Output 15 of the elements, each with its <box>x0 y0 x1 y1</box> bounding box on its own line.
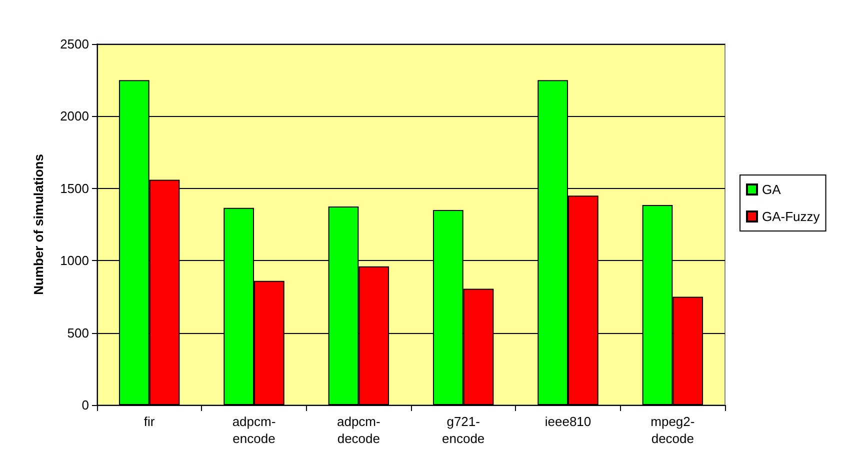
x-tick-label: adpcm-decode <box>336 414 380 446</box>
y-tick-label: 500 <box>67 325 89 340</box>
x-tick-label: ieee810 <box>544 414 592 429</box>
y-tick-label: 2000 <box>60 108 89 124</box>
legend-label: GA-Fuzzy <box>762 209 820 224</box>
y-tick-label: 1500 <box>60 180 89 196</box>
y-tick-label: 0 <box>82 398 89 412</box>
x-tick-label: adpcm-encode <box>232 414 276 446</box>
legend-label: GA <box>762 182 782 197</box>
y-axis-title: Number of simulations <box>31 154 46 295</box>
x-tick-label: g721-encode <box>442 414 485 446</box>
x-tick-label: fir <box>144 414 156 429</box>
x-tick-label: mpeg2-decode <box>650 414 695 446</box>
y-tick-label: 1000 <box>60 253 89 268</box>
y-tick-label: 2500 <box>60 36 89 52</box>
